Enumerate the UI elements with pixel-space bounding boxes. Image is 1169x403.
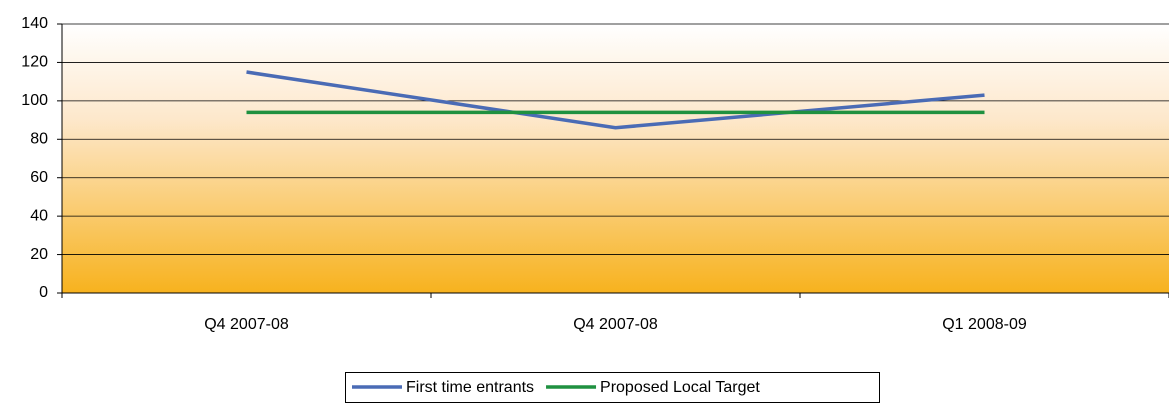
x-tick-label: Q4 2007-08 bbox=[204, 316, 289, 333]
x-tick-label: Q1 2008-09 bbox=[942, 316, 1027, 333]
series-line bbox=[246, 70, 985, 130]
y-tick-label: 80 bbox=[30, 131, 48, 148]
y-tick-label: 40 bbox=[30, 207, 48, 224]
legend-label: Proposed Local Target bbox=[600, 379, 760, 396]
y-tick-label: 20 bbox=[30, 246, 48, 263]
y-tick-label: 100 bbox=[21, 92, 48, 109]
legend bbox=[345, 372, 880, 403]
y-tick-label: 120 bbox=[21, 54, 48, 71]
x-tick-label: Q4 2007-08 bbox=[573, 316, 658, 333]
y-tick-label: 60 bbox=[30, 169, 48, 186]
y-tick-label: 0 bbox=[39, 284, 48, 301]
plot-area bbox=[62, 24, 1169, 293]
legend-label: First time entrants bbox=[406, 379, 534, 396]
y-tick-label: 140 bbox=[21, 15, 48, 32]
